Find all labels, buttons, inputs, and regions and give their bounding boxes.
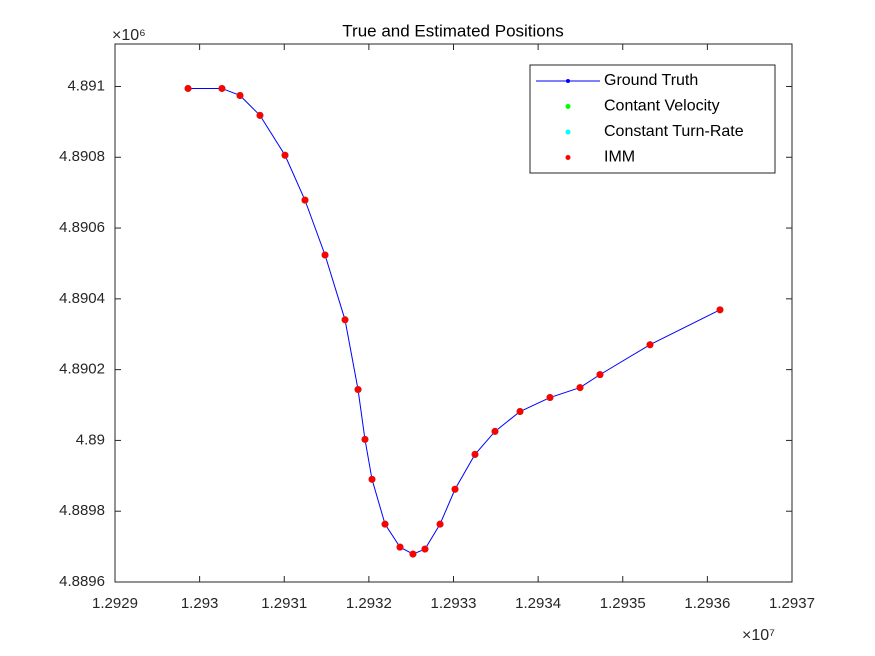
data-point xyxy=(646,341,654,349)
data-point xyxy=(421,545,429,553)
legend-marker xyxy=(566,79,570,83)
data-point xyxy=(596,371,604,379)
data-point xyxy=(354,386,362,394)
x-tick-label: 1.2929 xyxy=(92,595,138,612)
data-point xyxy=(301,196,309,204)
data-point xyxy=(218,84,226,92)
data-point xyxy=(436,520,444,528)
x-tick-label: 1.2934 xyxy=(515,595,561,612)
data-point xyxy=(471,450,479,458)
x-tick-label: 1.2932 xyxy=(346,595,392,612)
x-tick-label: 1.2933 xyxy=(431,595,477,612)
data-point xyxy=(184,84,192,92)
legend-marker xyxy=(565,104,571,109)
legend-label: Contant Velocity xyxy=(604,98,720,115)
x-exponent: ×10⁷ xyxy=(742,627,775,644)
data-point xyxy=(516,408,524,416)
data-point xyxy=(321,251,329,259)
legend-label: Ground Truth xyxy=(604,72,698,89)
data-point xyxy=(716,306,724,314)
data-point xyxy=(491,427,499,435)
y-tick-label: 4.8898 xyxy=(59,502,105,519)
data-point xyxy=(368,475,376,483)
y-tick-label: 4.891 xyxy=(67,77,105,94)
legend-label: IMM xyxy=(604,149,635,166)
x-tick-label: 1.2935 xyxy=(600,595,646,612)
data-point xyxy=(256,111,264,119)
data-point xyxy=(381,520,389,528)
data-point xyxy=(409,550,417,558)
y-tick-label: 4.8904 xyxy=(59,290,105,307)
data-point xyxy=(546,394,554,402)
x-tick-label: 1.293 xyxy=(181,595,219,612)
data-point xyxy=(281,151,289,159)
y-tick-label: 4.8906 xyxy=(59,219,105,236)
data-point xyxy=(361,435,369,443)
x-tick-label: 1.2931 xyxy=(261,595,307,612)
legend-box xyxy=(529,64,776,174)
y-tick-label: 4.89 xyxy=(76,431,105,448)
legend-label: Constant Turn-Rate xyxy=(604,123,744,140)
y-exponent: ×10⁶ xyxy=(112,27,146,44)
y-tick-label: 4.8896 xyxy=(59,573,105,590)
data-point xyxy=(236,91,244,99)
data-point xyxy=(451,485,459,493)
x-tick-label: 1.2937 xyxy=(769,595,815,612)
legend-marker xyxy=(565,155,571,160)
x-tick-label: 1.2936 xyxy=(684,595,730,612)
y-tick-label: 4.8902 xyxy=(59,361,105,378)
legend-marker xyxy=(565,129,571,135)
data-point xyxy=(576,384,584,392)
chart-title: True and Estimated Positions xyxy=(342,21,563,40)
data-point xyxy=(341,316,349,324)
y-tick-label: 4.8908 xyxy=(59,148,105,165)
data-point xyxy=(396,543,404,551)
